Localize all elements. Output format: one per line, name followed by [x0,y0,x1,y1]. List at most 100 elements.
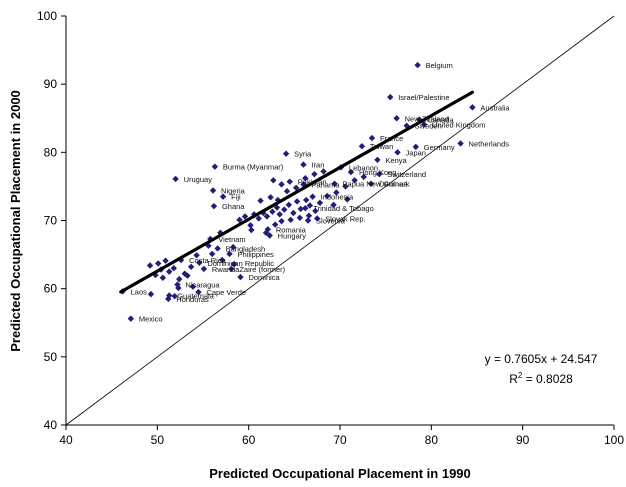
data-point [457,140,464,147]
data-point [293,198,301,205]
data-point [311,170,318,178]
data-point [309,193,316,200]
data-point [174,281,181,288]
data-point [230,260,238,268]
data-point [195,288,202,296]
data-point [196,259,203,266]
point-label: Hong Kong [359,168,397,177]
data-point [420,121,428,128]
data-point [264,226,272,233]
data-point [269,208,276,215]
data-point [228,265,235,273]
data-point [200,265,208,273]
trendline-layer [119,90,475,294]
point-label: France [380,134,403,143]
y-axis-title: Predicted Occupational Placement in 2000 [8,90,23,352]
data-point [162,257,169,264]
point-label: Uruguay [184,175,213,184]
data-point [208,250,216,258]
data-point [387,93,394,101]
data-point [333,189,340,196]
x-tick-label: 100 [604,433,624,447]
r-squared-exponent: 2 [518,371,523,380]
data-point [302,175,309,182]
data-point [147,290,155,298]
data-point [282,150,290,157]
point-label: Laos [131,287,148,296]
r-squared-prefix: R [509,372,518,386]
point-label: Denmark [379,180,410,189]
point-label: New Zealand [405,114,449,123]
data-point [166,268,173,275]
data-point [316,199,324,206]
reference-line-layer [65,15,615,426]
point-label: Taiwan [370,142,393,151]
data-point [330,201,337,209]
axes: 40 50 60 70 80 90 100 40 50 60 70 80 90 100 [37,9,624,447]
data-point [344,196,351,203]
data-point [247,222,254,229]
data-point [283,187,291,195]
point-label: Netherlands [469,139,510,148]
y-tick-label: 70 [44,214,58,228]
data-point [193,252,200,259]
data-point [290,209,297,217]
data-point [155,260,162,267]
data-point [347,168,355,176]
data-point [189,283,197,290]
point-label: Pakistan [298,178,327,187]
data-point [271,221,279,228]
point-label: Hungary [278,231,307,240]
data-points [119,61,476,322]
point-label: Papua New Guinea [343,180,409,189]
data-point [278,181,285,188]
point-label: Guatemala [177,291,215,300]
data-point [176,275,183,283]
y-tick-label: 40 [44,418,58,432]
data-point [360,173,367,181]
data-point [255,215,262,222]
x-tick-label: 80 [425,433,439,447]
data-point [211,163,219,170]
data-point [263,213,271,220]
reference-line [65,15,615,426]
trend-equation: y = 0.7605x + 24.547 [485,352,598,366]
data-point [287,216,294,224]
data-point [248,226,255,234]
point-label: Switzerland [387,170,426,179]
data-point [278,217,285,225]
point-label: Israel/Palestine [398,93,449,102]
data-point [236,216,243,224]
point-label: Dominica [248,273,280,282]
data-point [312,207,319,215]
point-label: Dominican Republic [207,259,274,268]
data-point [165,295,172,303]
point-label: Honduras [176,295,209,304]
point-label: Slovenia [316,217,346,226]
data-point [305,212,313,219]
data-point [469,104,476,111]
point-label: Japan [406,148,426,157]
data-point [285,201,293,209]
point-label: Australia [480,103,510,112]
data-point [214,245,221,252]
data-point [209,187,217,194]
data-point [313,215,321,222]
data-point [170,265,177,272]
point-label: Slovak Rep. [325,214,365,223]
data-point [297,205,304,213]
data-point [376,170,383,178]
point-label: Kenya [385,156,407,165]
data-point [351,177,358,184]
r-squared: R2 = 0.8028 [509,371,573,386]
x-tick-label: 50 [151,433,165,447]
point-label: Rwanda [212,265,240,274]
data-point [210,202,218,210]
data-point [184,272,191,279]
data-point [266,232,273,239]
x-tick-label: 60 [242,433,256,447]
data-point [302,205,309,212]
data-point [304,217,312,224]
data-point [127,315,135,322]
